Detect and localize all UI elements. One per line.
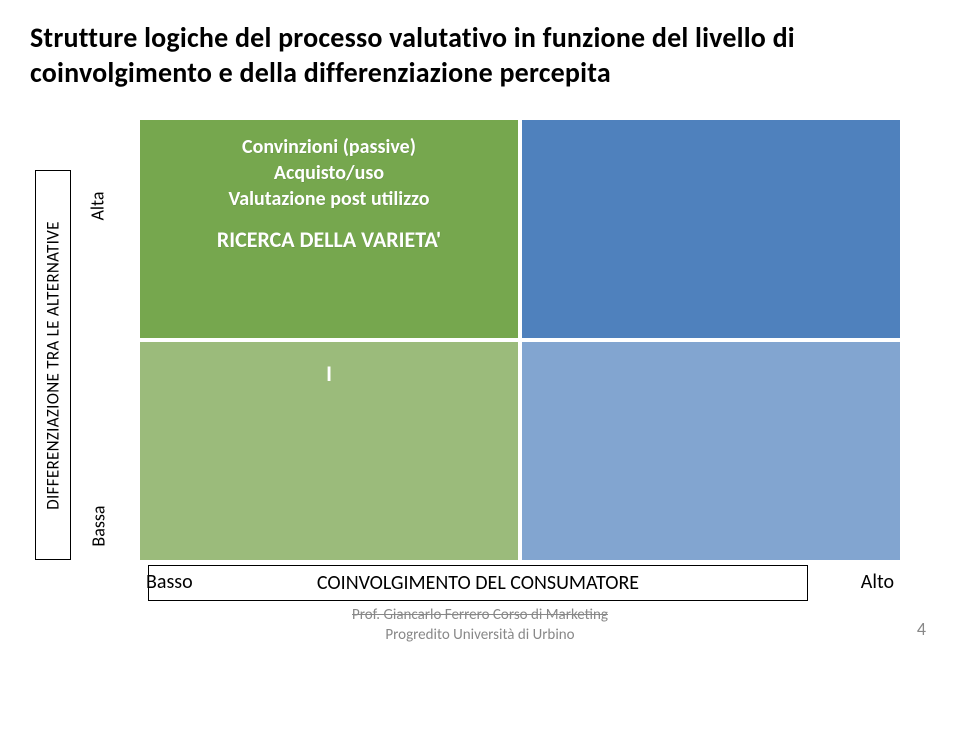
matrix-grid: Convinzioni (passive) Acquisto/uso Valut… [140,120,900,560]
x-tick-high: Alto [861,570,900,594]
cell-bl-mark: I [326,360,332,387]
y-axis-label: DIFFERENZIAZIONE TRA LE ALTERNATIVE [43,221,64,509]
footer: Prof. Giancarlo Ferrero Corso di Marketi… [0,606,960,645]
cell-bottom-right [522,342,900,560]
matrix-chart: DIFFERENZIAZIONE TRA LE ALTERNATIVE Alta… [50,120,930,620]
y-tick-low: Bassa [88,505,110,546]
cell-tl-line1: Convinzioni (passive) [242,134,416,160]
y-tick-high: Alta [86,192,108,221]
cell-top-right [522,120,900,338]
page-number: 4 [917,618,926,640]
page-title: Strutture logiche del processo valutativ… [30,20,930,90]
cell-top-left: Convinzioni (passive) Acquisto/uso Valut… [140,120,518,338]
y-axis-label-box: DIFFERENZIAZIONE TRA LE ALTERNATIVE [35,170,71,560]
cell-tl-line3: Valutazione post utilizzo [228,186,429,212]
cell-tl-emph: RICERCA DELLA VARIETA' [217,226,441,255]
footer-line1: Prof. Giancarlo Ferrero Corso di Marketi… [0,606,960,626]
cell-bottom-left: I [140,342,518,560]
cell-tl-line2: Acquisto/uso [274,160,384,186]
footer-line2: Progredito Università di Urbino [0,626,960,646]
x-axis-label-box: COINVOLGIMENTO DEL CONSUMATORE [148,565,808,601]
x-axis-label: COINVOLGIMENTO DEL CONSUMATORE [317,571,639,595]
